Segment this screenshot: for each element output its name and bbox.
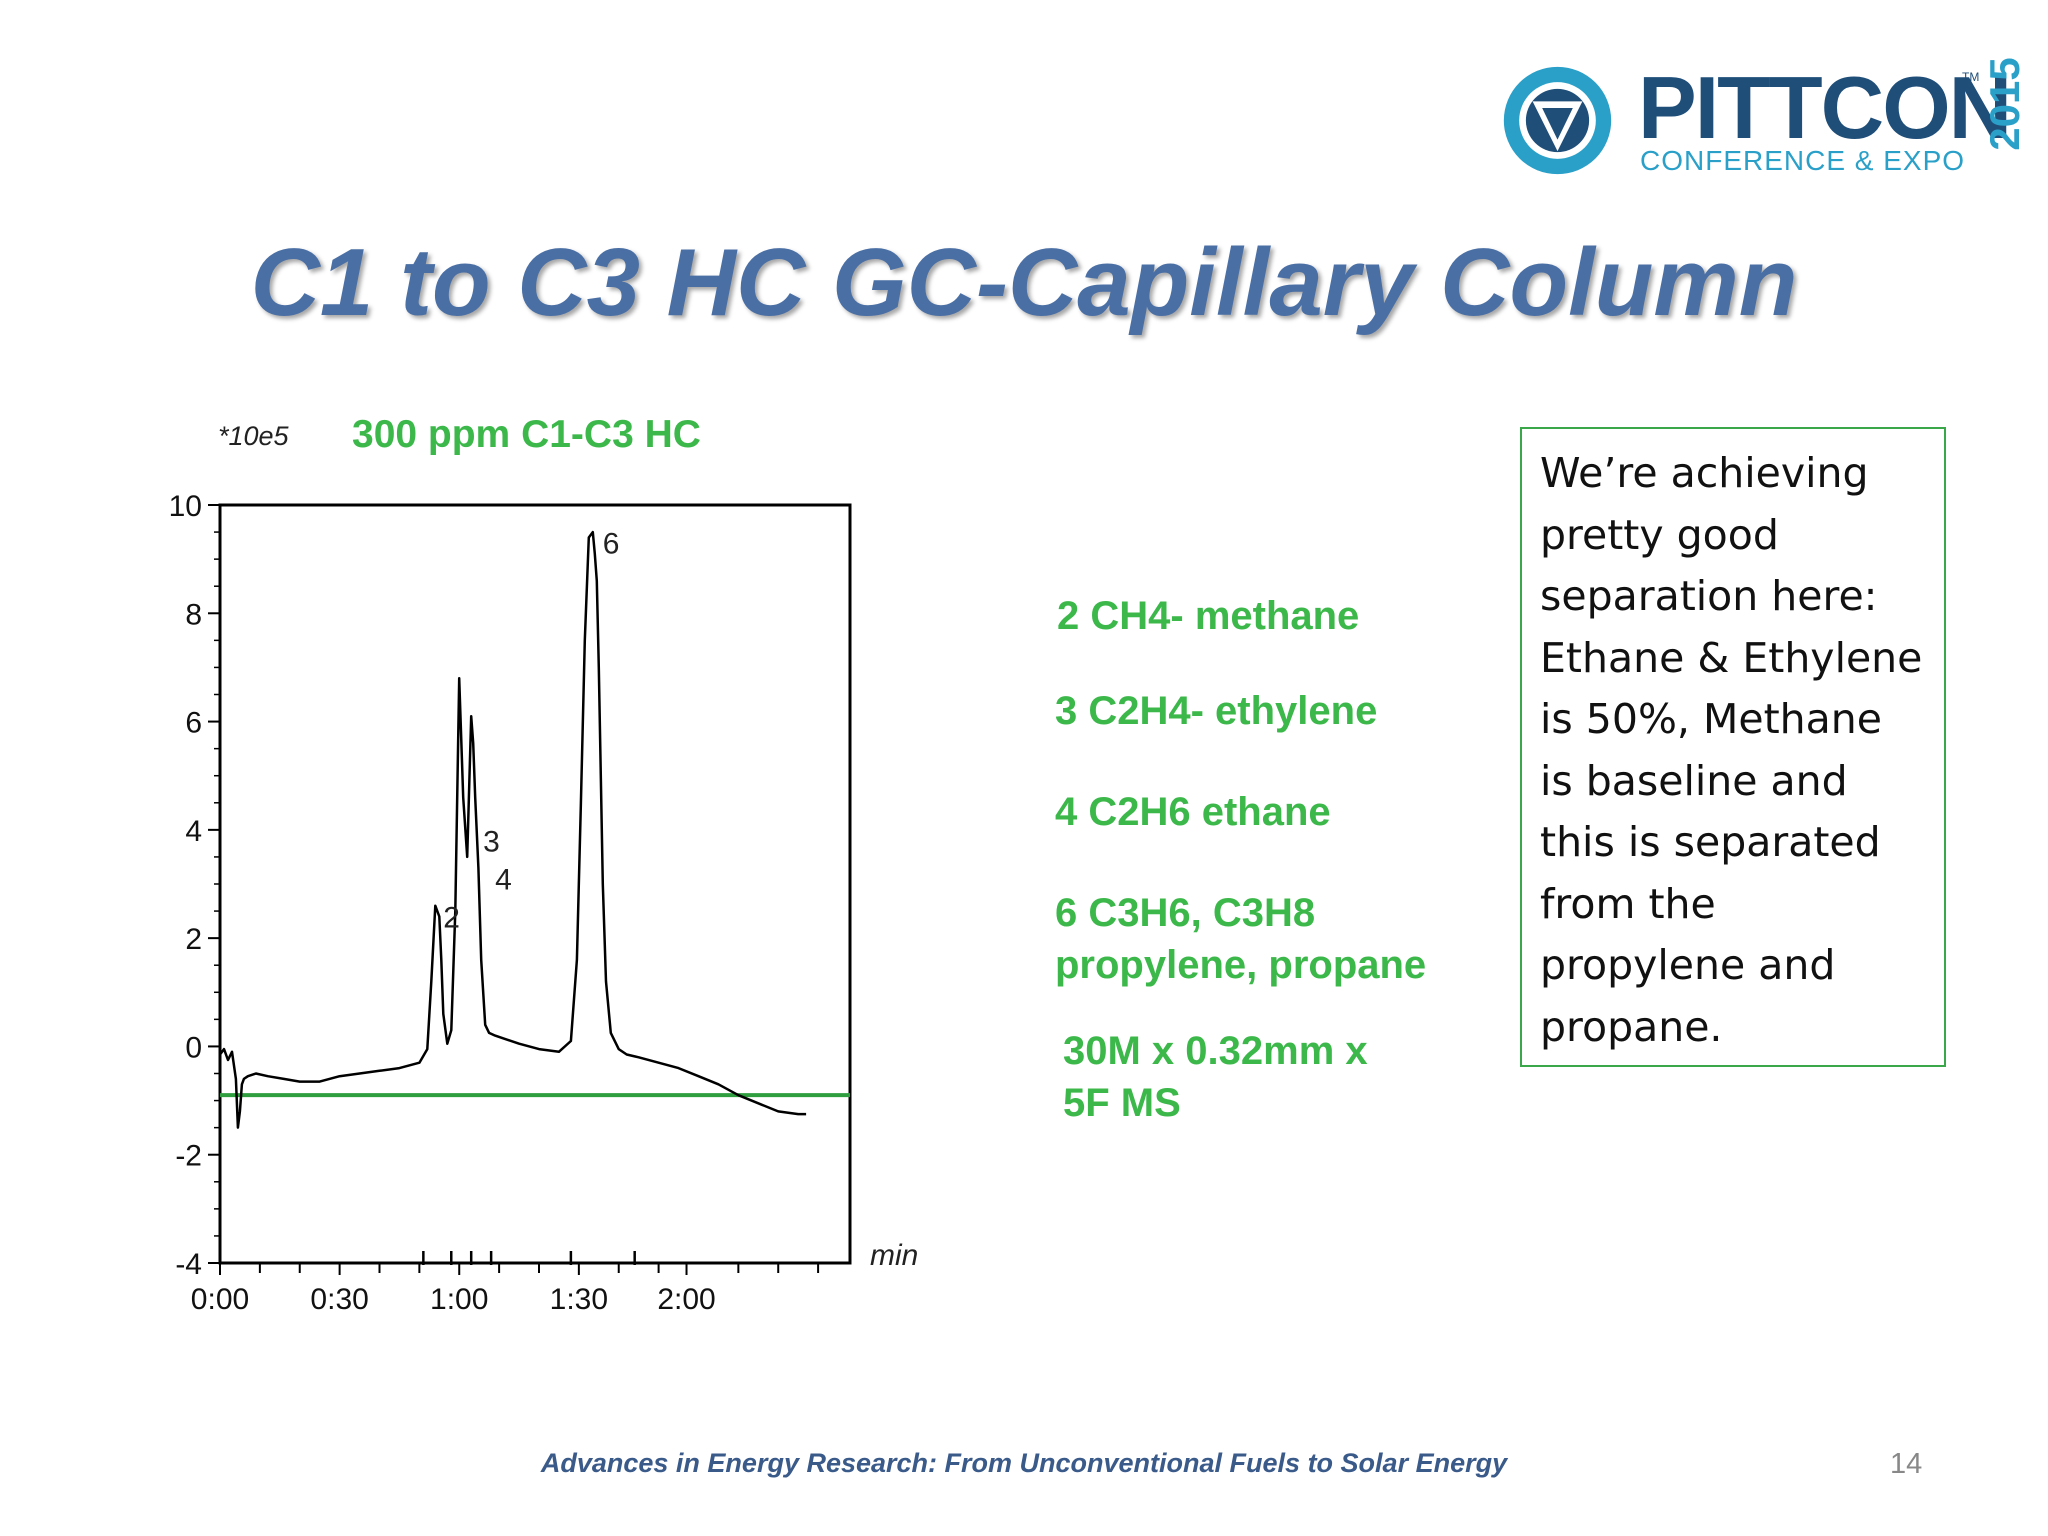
- pittcon-logo: PITTCON TM CONFERENCE & EXPO 2015: [1500, 57, 2028, 188]
- y-tick-label: 4: [185, 815, 202, 848]
- y-tick-label: -2: [175, 1140, 202, 1173]
- x-tick-label: 1:00: [430, 1283, 488, 1316]
- plot-frame: [218, 503, 852, 1265]
- legend-item-ethylene: 3 C2H4- ethylene: [1055, 689, 1378, 733]
- pittcon-logo-icon: [1503, 66, 1612, 175]
- column-spec: 30M x 0.32mm x: [1063, 1029, 1368, 1073]
- note-text: We’re achieving pretty good separation h…: [1540, 449, 1923, 1051]
- logo-year: 2015: [1981, 57, 2028, 151]
- slide-footer: Advances in Energy Research: From Unconv…: [540, 1448, 1508, 1478]
- peak-label-6: 6: [603, 528, 620, 561]
- chart-title: 300 ppm C1-C3 HC: [352, 413, 701, 456]
- y-tick-label: -4: [175, 1248, 202, 1281]
- logo-trademark: TM: [1962, 70, 1980, 84]
- legend-item-methane: 2 CH4- methane: [1057, 594, 1360, 638]
- chromatogram-trace: [218, 530, 807, 1129]
- legend-item-ethane: 4 C2H6 ethane: [1055, 790, 1331, 834]
- slide-title: C1 to C3 HC GC-Capillary Column: [250, 229, 1798, 336]
- y-tick-label: 8: [185, 598, 202, 631]
- y-tick-label: 0: [185, 1031, 202, 1064]
- legend-item-propylene-propane: 6 C3H6, C3H8: [1055, 891, 1316, 935]
- peak-label-3: 3: [483, 826, 500, 859]
- y-tick-label: 10: [169, 490, 202, 523]
- x-tick-label: 0:30: [310, 1283, 368, 1316]
- y-axis-label: *10e5: [218, 421, 290, 451]
- x-tick-label: 1:30: [550, 1283, 608, 1316]
- x-tick-label: 0:00: [191, 1283, 249, 1316]
- note-box: We’re achieving pretty good separation h…: [1520, 427, 1946, 1067]
- x-axis-label: min: [870, 1239, 918, 1272]
- logo-subtitle: CONFERENCE & EXPO: [1640, 145, 1966, 176]
- column-spec-line2: 5F MS: [1063, 1081, 1181, 1125]
- legend-item-propylene-propane-line2: propylene, propane: [1055, 943, 1427, 987]
- y-tick-label: 6: [185, 707, 202, 740]
- chromatogram-chart: 10 8 6 4 2 0 -2 -40:00 0:30 1:00 1:30 2:00 2 3 4 6 *10e5…: [169, 413, 919, 1316]
- peak-label-2: 2: [443, 901, 460, 934]
- peak-label-4: 4: [495, 863, 512, 896]
- x-tick-label: 2:00: [657, 1283, 715, 1316]
- page-number: 14: [1890, 1448, 1923, 1480]
- logo-name: PITTCON: [1638, 58, 2012, 157]
- y-tick-label: 2: [185, 923, 202, 956]
